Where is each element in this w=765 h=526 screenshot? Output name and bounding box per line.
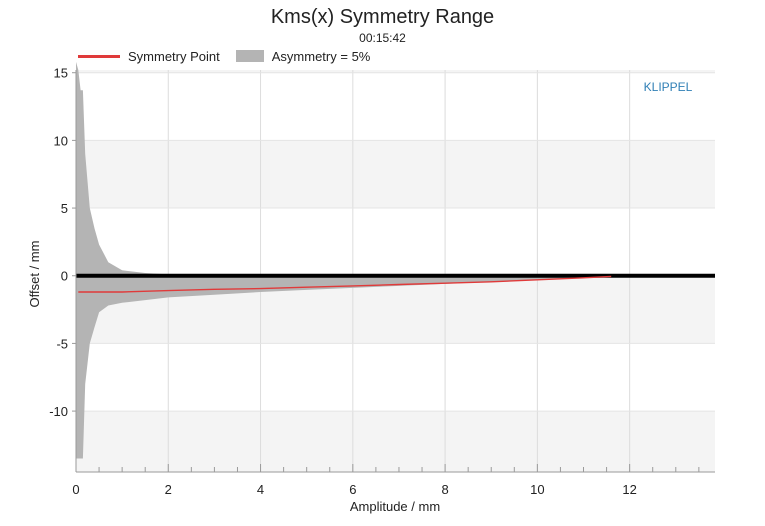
x-tick-label: 0 xyxy=(72,482,79,497)
klippel-watermark: KLIPPEL xyxy=(644,80,693,94)
x-tick-label: 2 xyxy=(165,482,172,497)
y-tick-label: 0 xyxy=(61,269,68,284)
chart-subtitle: 00:15:42 xyxy=(359,31,406,45)
plot-band xyxy=(76,140,715,209)
x-axis-title: Amplitude / mm xyxy=(350,499,440,514)
legend-label-asymmetry: Asymmetry = 5% xyxy=(271,48,371,64)
y-tick-label: 15 xyxy=(54,66,68,81)
legend-item-asymmetry[interactable]: Asymmetry = 5% xyxy=(235,48,371,64)
x-tick-label: 10 xyxy=(530,482,544,497)
x-tick-label: 4 xyxy=(257,482,264,497)
chart-legend: Symmetry Point Asymmetry = 5% xyxy=(78,48,386,64)
legend-item-symmetry-point[interactable]: Symmetry Point xyxy=(78,49,220,64)
legend-label-symmetry-point: Symmetry Point xyxy=(128,48,220,64)
legend-swatch-asymmetry xyxy=(235,50,264,62)
symmetry-point-line xyxy=(78,275,612,293)
y-tick-label: -5 xyxy=(56,336,68,351)
y-tick-label: 5 xyxy=(61,201,68,216)
x-tick-label: 8 xyxy=(441,482,448,497)
legend-swatch-symmetry-point xyxy=(78,54,120,58)
plot-band xyxy=(76,70,715,73)
x-tick-label: 12 xyxy=(622,482,636,497)
y-tick-label: -10 xyxy=(49,404,68,419)
y-axis-title: Offset / mm xyxy=(27,241,42,308)
plot-band xyxy=(76,343,715,412)
plot-band xyxy=(76,72,715,141)
plot-band xyxy=(76,208,715,276)
plot-band xyxy=(76,411,715,472)
y-tick-label: 10 xyxy=(54,133,68,148)
x-tick-label: 6 xyxy=(349,482,356,497)
chart-title: Kms(x) Symmetry Range xyxy=(270,6,495,28)
